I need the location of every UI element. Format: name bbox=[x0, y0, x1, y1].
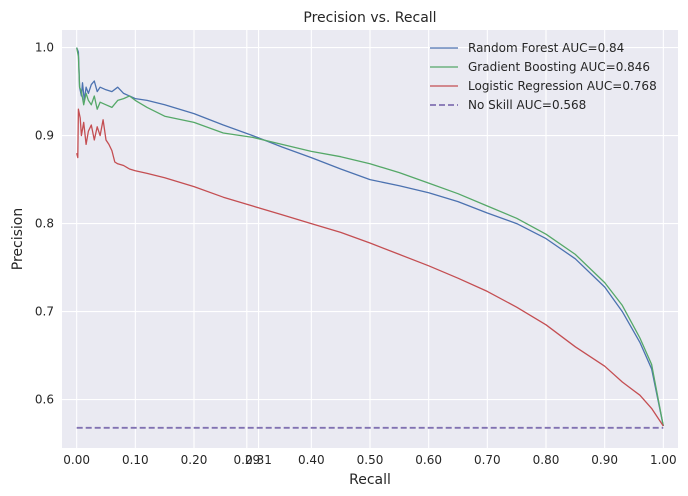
x-tick-label: 1.00 bbox=[650, 453, 677, 467]
x-tick-label: 0.90 bbox=[591, 453, 618, 467]
series-line-1 bbox=[76, 47, 664, 427]
legend-label-2: Gradient Boosting AUC=0.846 bbox=[468, 60, 650, 74]
y-axis-label: Precision bbox=[10, 208, 26, 270]
x-tick-label: 0.40 bbox=[298, 453, 325, 467]
legend: Random Forest AUC=0.84 Gradient Boosting … bbox=[430, 41, 657, 112]
y-tick-label: 0.8 bbox=[35, 217, 54, 231]
y-tick-labels: 0.6 0.7 0.8 0.9 1.0 bbox=[35, 41, 54, 407]
x-tick-label: 0.31 bbox=[245, 453, 272, 467]
x-tick-label: 0.60 bbox=[415, 453, 442, 467]
series-layer bbox=[76, 47, 664, 429]
series-line-3 bbox=[76, 108, 664, 427]
chart-title: Precision vs. Recall bbox=[303, 10, 436, 26]
y-tick-label: 0.6 bbox=[35, 393, 54, 407]
x-tick-label: 0.10 bbox=[122, 453, 149, 467]
legend-label-3: Logistic Regression AUC=0.768 bbox=[468, 79, 657, 93]
legend-label-1: Random Forest AUC=0.84 bbox=[468, 41, 624, 55]
series-line-2 bbox=[76, 47, 664, 427]
y-tick-label: 1.0 bbox=[35, 41, 54, 55]
x-tick-labels: 0.00 0.10 0.20 0.290.31 0.40 0.50 0.60 0.70 0.80… bbox=[63, 453, 676, 467]
x-axis-label: Recall bbox=[349, 472, 391, 488]
x-tick-label: 0.80 bbox=[533, 453, 560, 467]
x-tick-label: 0.29 bbox=[233, 453, 260, 467]
x-tick-label: 0.50 bbox=[357, 453, 384, 467]
x-tick-label: 0.20 bbox=[181, 453, 208, 467]
x-tick-label: 0.00 bbox=[63, 453, 90, 467]
y-tick-label: 0.7 bbox=[35, 305, 54, 319]
legend-label-4: No Skill AUC=0.568 bbox=[468, 98, 586, 112]
x-tick-label: 0.70 bbox=[474, 453, 501, 467]
y-tick-label: 0.9 bbox=[35, 129, 54, 143]
